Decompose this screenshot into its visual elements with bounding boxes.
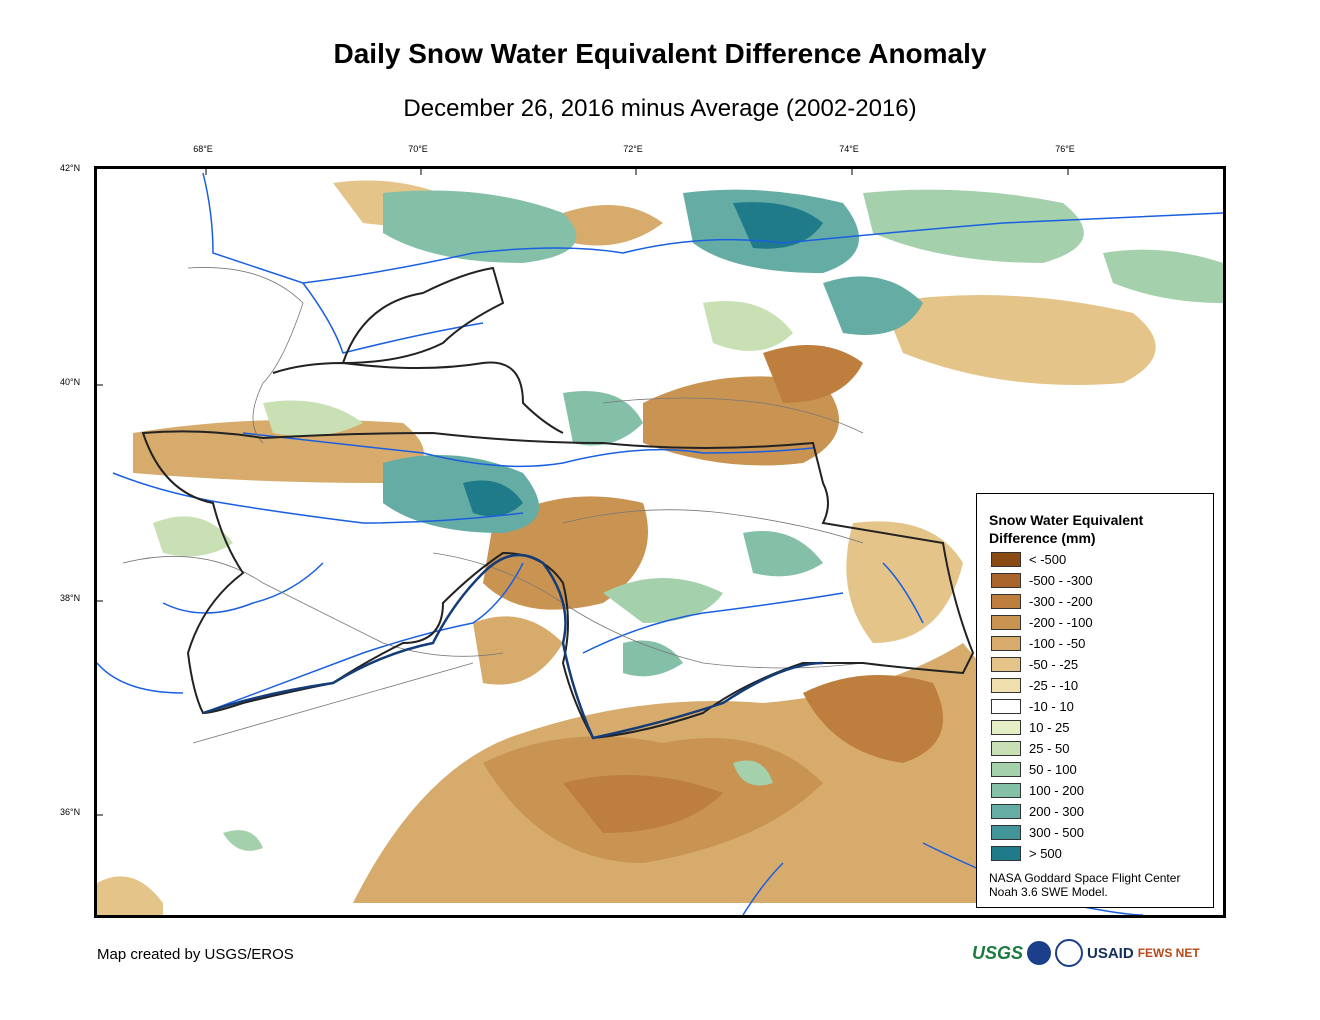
legend-swatch: [991, 594, 1021, 609]
legend-label: -200 - -100: [1029, 615, 1093, 630]
legend-item: 25 - 50: [991, 740, 1069, 757]
usaid-logo: USAID: [1087, 944, 1134, 962]
legend-item: -10 - 10: [991, 698, 1074, 715]
legend-item: -500 - -300: [991, 572, 1093, 589]
nasa-logo: [1027, 941, 1052, 965]
legend-swatch: [991, 573, 1021, 588]
legend-swatch: [991, 699, 1021, 714]
lat-label-38: 38°N: [60, 593, 81, 603]
legend-label: -100 - -50: [1029, 636, 1086, 651]
lon-label-72: 72°E: [623, 144, 643, 154]
legend-label: 200 - 300: [1029, 804, 1084, 819]
legend-swatch: [991, 615, 1021, 630]
legend-label: -50 - -25: [1029, 657, 1079, 672]
lat-label-42: 42°N: [60, 163, 81, 173]
legend-label: 100 - 200: [1029, 783, 1084, 798]
legend-swatch: [991, 678, 1021, 693]
positive-anomaly-areas: [153, 189, 1223, 851]
legend-label: -500 - -300: [1029, 573, 1093, 588]
legend-swatch: [991, 552, 1021, 567]
legend-label: -10 - 10: [1029, 699, 1074, 714]
noaa-logo: [1055, 939, 1084, 967]
panj-river-border: [202, 553, 824, 740]
graticule-ticks: [97, 169, 1069, 816]
legend-label: < -500: [1029, 552, 1067, 567]
legend-item: 50 - 100: [991, 761, 1077, 778]
lat-label-36: 36°N: [60, 807, 81, 817]
legend-item: -25 - -10: [991, 677, 1078, 694]
negative-anomaly-areas: [97, 180, 1156, 915]
legend-swatch: [991, 825, 1021, 840]
legend-swatch: [991, 636, 1021, 651]
legend-item: > 500: [991, 845, 1062, 862]
basin-boundaries: [122, 267, 864, 744]
legend-item: 100 - 200: [991, 782, 1084, 799]
made-by-credit: Map created by USGS/EROS: [97, 946, 294, 963]
legend-credit-line2: Noah 3.6 SWE Model.: [989, 885, 1108, 899]
fews-net-logo: FEWS NET: [1137, 946, 1200, 960]
legend-item: -200 - -100: [991, 614, 1093, 631]
legend-label: 25 - 50: [1029, 741, 1070, 756]
legend-item: -100 - -50: [991, 635, 1085, 652]
legend-title: Snow Water Equivalent Difference (mm): [989, 512, 1144, 546]
legend-swatch: [991, 783, 1021, 798]
legend-item: 10 - 25: [991, 719, 1069, 736]
anomaly-map: [97, 169, 1223, 915]
legend-swatch: [991, 741, 1021, 756]
lon-label-70: 70°E: [408, 144, 428, 154]
legend-credit-line1: NASA Goddard Space Flight Center: [989, 871, 1181, 885]
legend-label: -300 - -200: [1029, 594, 1093, 609]
partner-logos: USGS USAID FEWS NET: [972, 938, 1200, 968]
lat-label-40: 40°N: [60, 377, 81, 387]
lon-label-76: 76°E: [1055, 144, 1075, 154]
legend-label: 50 - 100: [1029, 762, 1077, 777]
legend-swatch: [991, 846, 1021, 861]
legend-item: -50 - -25: [991, 656, 1078, 673]
map-subtitle: December 26, 2016 minus Average (2002-20…: [403, 95, 917, 122]
legend-item: 300 - 500: [991, 824, 1084, 841]
legend-swatch: [991, 720, 1021, 735]
legend-label: > 500: [1029, 846, 1062, 861]
lon-label-74: 74°E: [839, 144, 859, 154]
legend-label: 10 - 25: [1029, 720, 1070, 735]
legend-item: 200 - 300: [991, 803, 1084, 820]
legend-swatch: [991, 657, 1021, 672]
legend: Snow Water Equivalent Difference (mm) < …: [976, 493, 1214, 908]
legend-swatch: [991, 762, 1021, 777]
legend-label: 300 - 500: [1029, 825, 1084, 840]
usgs-logo: USGS: [972, 942, 1024, 963]
legend-item: < -500: [991, 551, 1066, 568]
map-title: Daily Snow Water Equivalent Difference A…: [333, 38, 987, 69]
lon-label-68: 68°E: [193, 144, 213, 154]
legend-item: -300 - -200: [991, 593, 1093, 610]
legend-label: -25 - -10: [1029, 678, 1079, 693]
legend-swatch: [991, 804, 1021, 819]
